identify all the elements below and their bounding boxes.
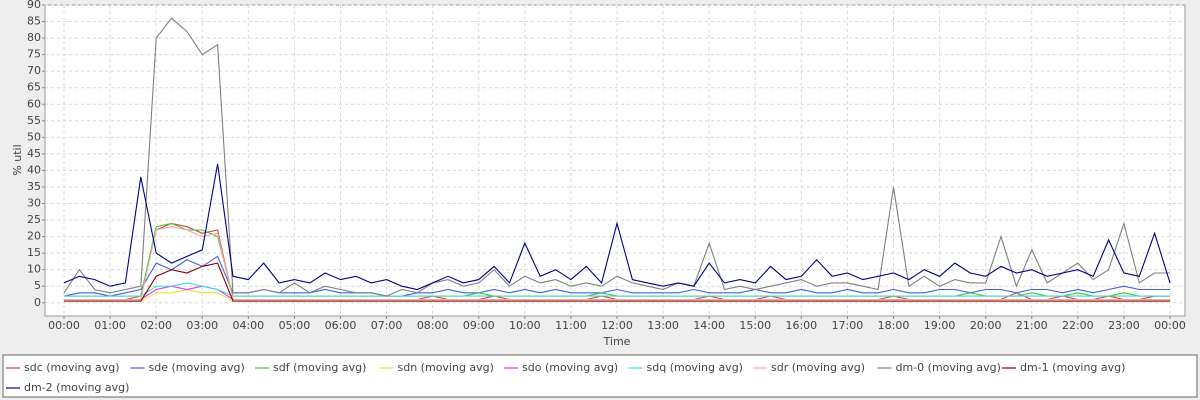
series-line [64,262,1170,302]
x-tick-label: 11:00 [555,319,587,332]
series-line [64,282,1170,297]
legend [2,354,1198,398]
legend-label: sdc (moving avg) [24,361,120,374]
y-tick-label: 5 [34,279,41,292]
x-tick-label: 09:00 [463,319,495,332]
x-tick-label: 18:00 [878,319,910,332]
y-tick-label: 15 [27,246,41,259]
y-tick-label: 20 [27,230,41,243]
legend-label: sdo (moving avg) [522,361,618,374]
y-tick-label: 0 [34,296,41,309]
y-tick-label: 70 [27,64,41,77]
x-tick-label: 13:00 [647,319,679,332]
legend-label: sdf (moving avg) [273,361,366,374]
y-tick-label: 30 [27,197,41,210]
x-tick-label: 04:00 [232,319,264,332]
x-tick-label: 23:00 [1108,319,1140,332]
x-tick-label: 17:00 [832,319,864,332]
y-tick-label: 10 [27,263,41,276]
y-tick-label: 35 [27,180,41,193]
y-tick-label: 75 [27,48,41,61]
y-tick-label: 60 [27,97,41,110]
y-tick-label: 85 [27,15,41,28]
plot-area [44,4,1186,317]
y-tick-label: 50 [27,130,41,143]
x-tick-label: 07:00 [371,319,403,332]
y-tick-label: 45 [27,147,41,160]
x-tick-label: 21:00 [1016,319,1048,332]
legend-label: sdn (moving avg) [398,361,494,374]
x-tick-label: 03:00 [186,319,218,332]
x-tick-label: 08:00 [417,319,449,332]
x-axis-label: Time [603,335,631,348]
y-tick-label: 90 [27,0,41,11]
x-tick-label: 15:00 [739,319,771,332]
x-tick-label: 02:00 [140,319,172,332]
y-tick-label: 80 [27,31,41,44]
y-tick-label: 25 [27,213,41,226]
legend-label: dm-2 (moving avg) [24,381,129,394]
y-tick-label: 55 [27,114,41,127]
legend-label: sdr (moving avg) [771,361,865,374]
x-tick-label: 12:00 [601,319,633,332]
y-tick-label: 40 [27,163,41,176]
legend-label: sdq (moving avg) [647,361,743,374]
legend-label: dm-0 (moving avg) [896,361,1001,374]
y-tick-label: 65 [27,81,41,94]
y-axis-label: % util [11,144,24,175]
series-line [63,163,1171,291]
series-line [64,226,1170,301]
legend-label: dm-1 (moving avg) [1020,361,1125,374]
x-tick-label: 16:00 [785,319,817,332]
x-tick-label: 19:00 [924,319,956,332]
x-tick-label: 20:00 [970,319,1002,332]
x-tick-label: 05:00 [279,319,311,332]
x-tick-label: 00:00 [1154,319,1186,332]
x-tick-label: 00:00 [48,319,80,332]
x-tick-label: 01:00 [94,319,126,332]
x-tick-label: 06:00 [325,319,357,332]
x-tick-label: 10:00 [509,319,541,332]
x-tick-label: 14:00 [693,319,725,332]
series-line [63,17,1170,297]
legend-label: sde (moving avg) [149,361,245,374]
x-tick-label: 22:00 [1062,319,1094,332]
